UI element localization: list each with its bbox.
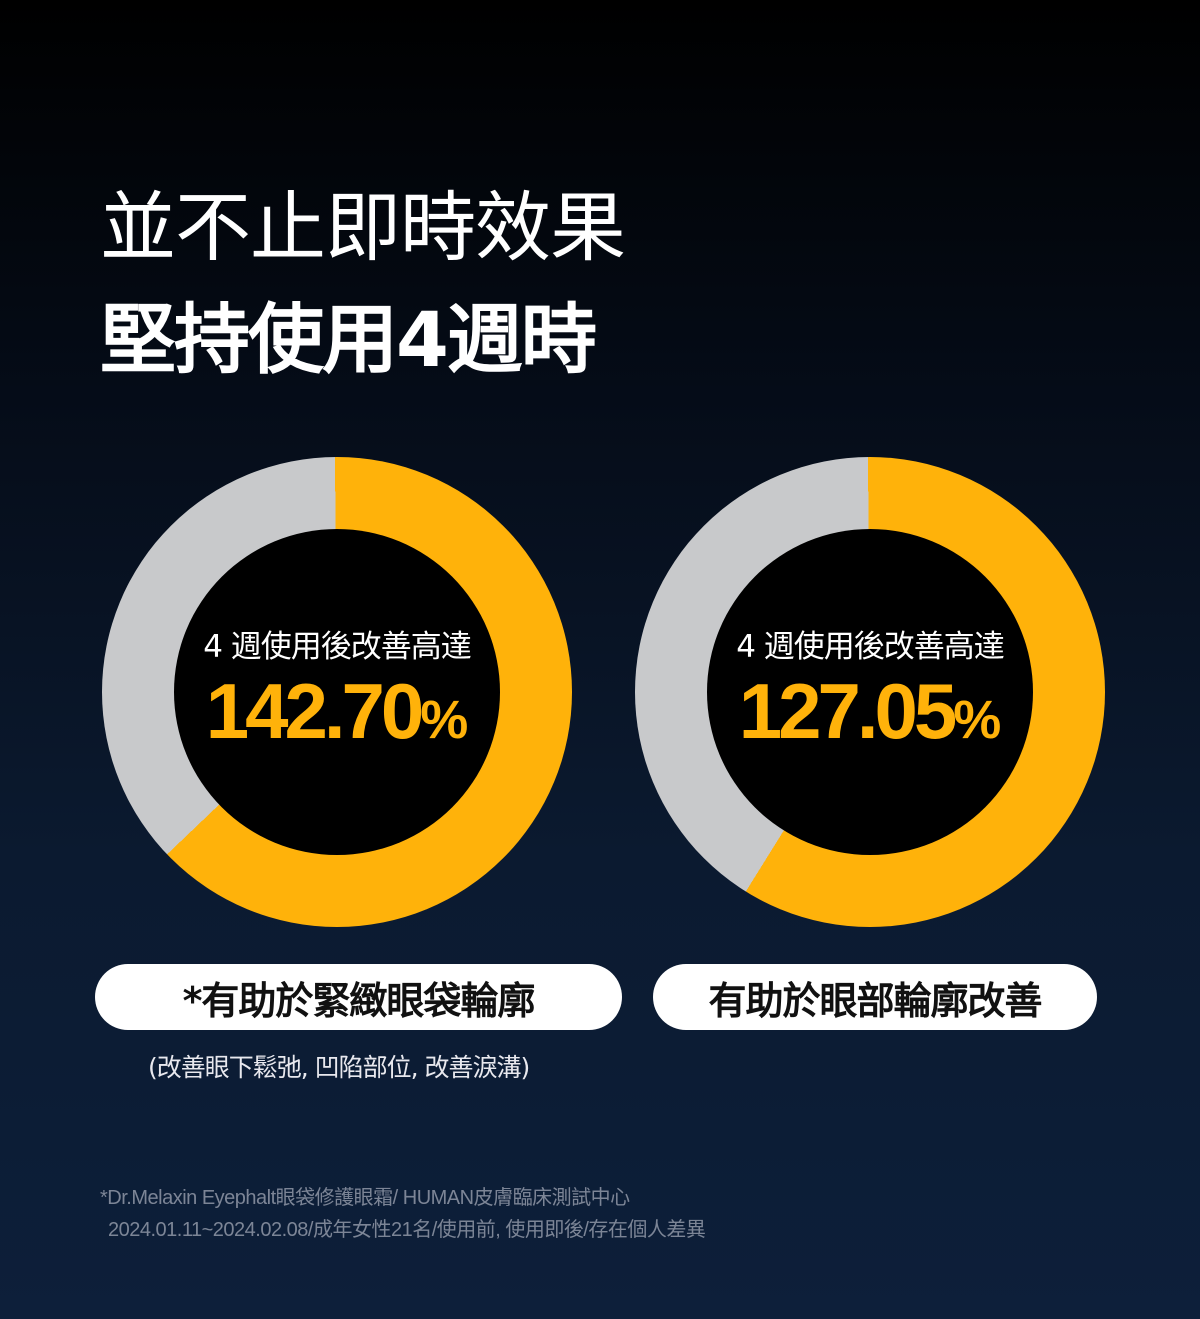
stat-value: 127.05%	[739, 672, 1002, 750]
footnote: *Dr.Melaxin Eyephalt眼袋修護眼霜/ HUMAN皮膚臨床測試中…	[100, 1182, 706, 1246]
donut-center: 4 週使用後改善高達 127.05%	[707, 529, 1033, 855]
stat-value: 142.70%	[206, 672, 469, 750]
stat-caption: 4 週使用後改善高達	[203, 628, 472, 665]
headline-line1: 並不止即時效果	[100, 183, 626, 272]
footnote-line2: 2024.01.11~2024.02.08/成年女性21名/使用前, 使用即後/…	[108, 1219, 706, 1241]
label-pill-eye-contour: 有助於眼部輪廓改善	[653, 964, 1097, 1030]
donut-center: 4 週使用後改善高達 142.70%	[174, 529, 500, 855]
donut-chart-eye-bag: 4 週使用後改善高達 142.70%	[102, 457, 572, 927]
label-pill-eye-bag: *有助於緊緻眼袋輪廓	[95, 964, 622, 1030]
headline-line2: 堅持使用4週時	[100, 295, 597, 384]
sub-note: (改善眼下鬆弛, 凹陷部位, 改善淚溝)	[148, 1053, 530, 1082]
donut-chart-eye-contour: 4 週使用後改善高達 127.05%	[635, 457, 1105, 927]
stat-number: 127.05	[738, 666, 958, 755]
stat-caption: 4 週使用後改善高達	[736, 628, 1005, 665]
stat-number: 142.70	[205, 666, 425, 755]
stat-unit: %	[953, 689, 1002, 750]
footnote-line1: *Dr.Melaxin Eyephalt眼袋修護眼霜/ HUMAN皮膚臨床測試中…	[100, 1187, 630, 1209]
stat-unit: %	[420, 689, 469, 750]
